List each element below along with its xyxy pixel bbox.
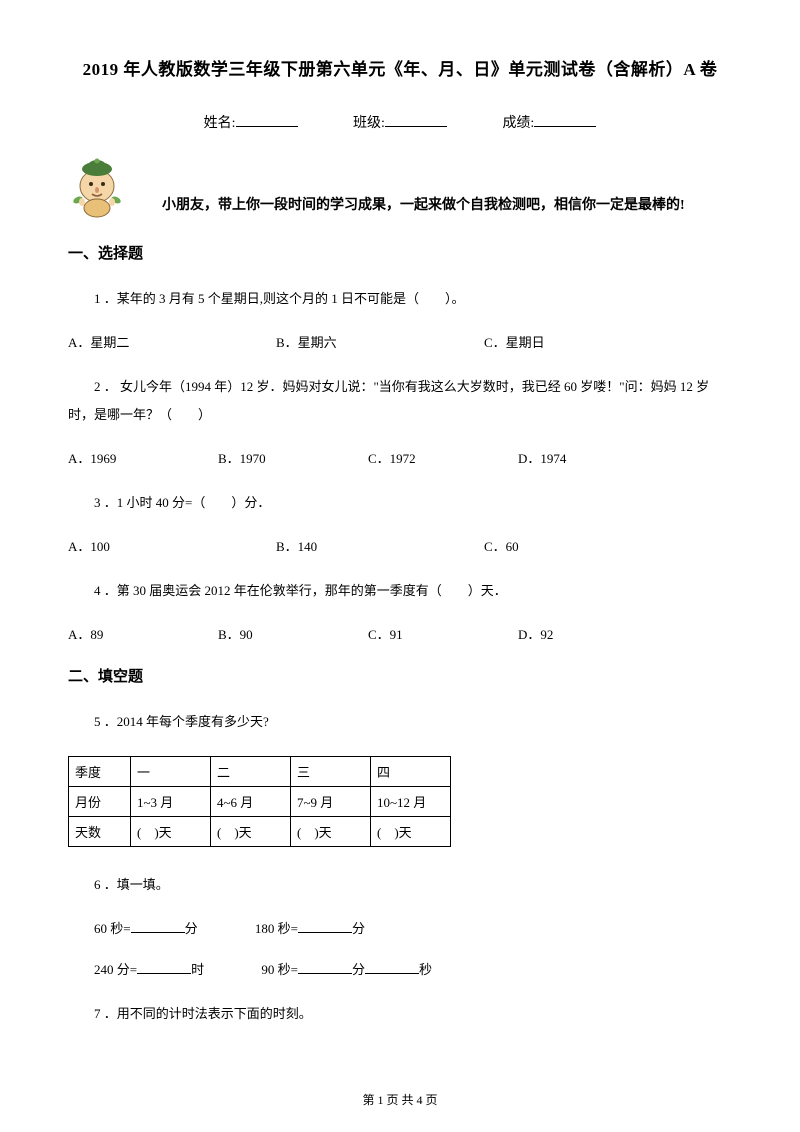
quarter-table: 季度 一 二 三 四 月份 1~3 月 4~6 月 7~9 月 10~12 月 … [68,756,451,847]
table-cell: 三 [291,756,371,786]
q1-option-b: B．星期六 [276,332,484,351]
mascot-icon [68,156,126,218]
q4-option-a: A．89 [68,624,218,643]
section-choice-heading: 一、选择题 [68,242,732,263]
mascot-row: 小朋友，带上你一段时间的学习成果，一起来做个自我检测吧，相信你一定是最棒的! [68,156,732,218]
q6-1a-label: 60 秒= [94,921,131,936]
student-info-line: 姓名: 班级: 成绩: [68,112,732,132]
question-1: 1 ．某年的 3 月有 5 个星期日,则这个月的 1 日不可能是（ ）。 [68,285,732,312]
q2-option-a: A．1969 [68,448,218,467]
question-2: 2 ． 女儿今年（1994 年）12 岁．妈妈对女儿说："当你有我这么大岁数时，… [68,373,732,428]
table-row: 季度 一 二 三 四 [69,756,451,786]
table-cell: ( )天 [291,816,371,846]
blank [298,962,352,974]
table-cell: 月份 [69,786,131,816]
encourage-text: 小朋友，带上你一段时间的学习成果，一起来做个自我检测吧，相信你一定是最棒的! [162,194,685,218]
question-2-options: A．1969 B．1970 C．1972 D．1974 [68,448,732,467]
q4-option-d: D．92 [518,624,553,643]
q3-option-a: A．100 [68,536,276,555]
question-7: 7 ．用不同的计时法表示下面的时刻。 [68,1000,732,1027]
blank [131,921,185,933]
page-footer: 第 1 页 共 4 页 [0,1091,800,1108]
question-6: 6 ．填一填。 [68,871,732,898]
table-cell: 一 [131,756,211,786]
name-label: 姓名: [204,116,236,131]
score-label: 成绩: [502,116,534,131]
q3-option-b: B．140 [276,536,484,555]
score-blank [534,113,596,127]
table-cell: 10~12 月 [371,786,451,816]
table-cell: 四 [371,756,451,786]
q6-line-1: 60 秒= 分 180 秒= 分 [68,918,732,937]
q2-option-d: D．1974 [518,448,566,467]
question-4-options: A．89 B．90 C．91 D．92 [68,624,732,643]
page-title: 2019 年人教版数学三年级下册第六单元《年、月、日》单元测试卷（含解析）A 卷 [68,55,732,80]
q6-line-2: 240 分= 时 90 秒= 分 秒 [68,959,732,978]
table-cell: ( )天 [371,816,451,846]
q4-option-b: B．90 [218,624,368,643]
class-blank [385,113,447,127]
q6-2b-label: 90 秒= [261,962,298,977]
q6-2b-unit1: 分 [352,962,365,977]
q2-option-b: B．1970 [218,448,368,467]
table-cell: 1~3 月 [131,786,211,816]
section-fill-heading: 二、填空题 [68,665,732,686]
q1-option-c: C．星期日 [484,332,545,351]
table-cell: 7~9 月 [291,786,371,816]
question-3-options: A．100 B．140 C．60 [68,536,732,555]
question-5: 5 ．2014 年每个季度有多少天? [68,708,732,735]
name-blank [236,113,298,127]
q1-option-a: A．星期二 [68,332,276,351]
table-cell: ( )天 [211,816,291,846]
q4-option-c: C．91 [368,624,518,643]
question-1-options: A．星期二 B．星期六 C．星期日 [68,332,732,351]
table-cell: 二 [211,756,291,786]
q2-option-c: C．1972 [368,448,518,467]
q6-2a-label: 240 分= [94,962,137,977]
table-cell: 4~6 月 [211,786,291,816]
class-label: 班级: [353,116,385,131]
table-cell: 季度 [69,756,131,786]
table-row: 天数 ( )天 ( )天 ( )天 ( )天 [69,816,451,846]
q6-1b-label: 180 秒= [255,921,298,936]
q6-1a-unit: 分 [185,921,198,936]
question-3: 3 ．1 小时 40 分=（ ）分． [68,489,732,516]
q6-2b-unit2: 秒 [419,962,432,977]
q6-1b-unit: 分 [352,921,365,936]
blank [137,962,191,974]
question-4: 4 ．第 30 届奥运会 2012 年在伦敦举行，那年的第一季度有（ ）天． [68,577,732,604]
q3-option-c: C．60 [484,536,519,555]
blank [298,921,352,933]
table-cell: ( )天 [131,816,211,846]
table-row: 月份 1~3 月 4~6 月 7~9 月 10~12 月 [69,786,451,816]
blank [365,962,419,974]
table-cell: 天数 [69,816,131,846]
q6-2a-unit: 时 [191,962,204,977]
